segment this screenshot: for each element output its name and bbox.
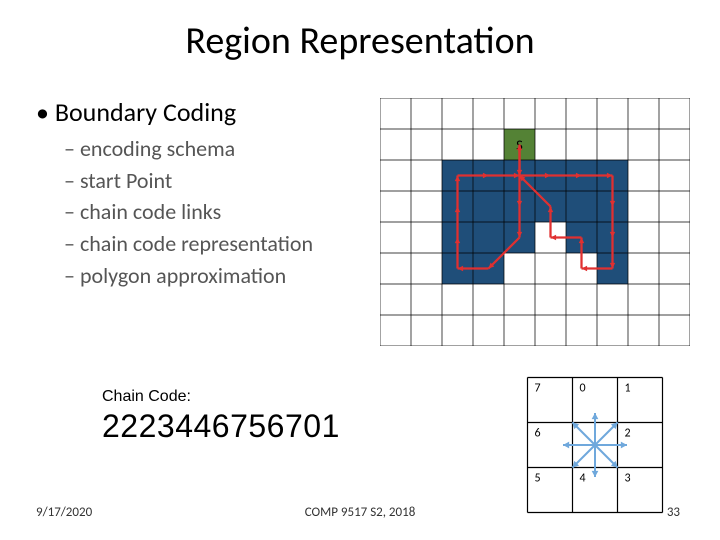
svg-text:7: 7 xyxy=(535,382,541,396)
svg-text:1: 1 xyxy=(625,382,631,396)
svg-text:0: 0 xyxy=(580,382,586,396)
svg-text:2: 2 xyxy=(625,427,631,441)
bullet-level1: Boundary Coding xyxy=(36,96,396,128)
svg-text:4: 4 xyxy=(580,472,586,486)
boundary-grid-diagram: S xyxy=(380,98,690,346)
chain-code-label: Chain Code: xyxy=(102,388,340,406)
direction-legend-diagram: 7 0 1 6 2 5 4 3 xyxy=(520,370,670,520)
bullet-level2: chain code representation xyxy=(64,229,396,259)
slide-title: Region Representation xyxy=(0,18,720,64)
footer-page-number: 33 xyxy=(667,505,680,520)
footer-course: COMP 9517 S2, 2018 xyxy=(0,505,720,520)
bullet-level2: chain code links xyxy=(64,197,396,227)
svg-text:3: 3 xyxy=(625,472,631,486)
chain-code-block: Chain Code: 2223446756701 xyxy=(102,388,340,445)
bullet-list: Boundary Coding encoding schema start Po… xyxy=(36,96,396,292)
bullet-level2: start Point xyxy=(64,166,396,196)
svg-text:5: 5 xyxy=(535,472,541,486)
bullet-level2: polygon approximation xyxy=(64,261,396,291)
bullet-level2: encoding schema xyxy=(64,134,396,164)
svg-text:6: 6 xyxy=(535,427,541,441)
chain-code-value: 2223446756701 xyxy=(102,408,340,445)
